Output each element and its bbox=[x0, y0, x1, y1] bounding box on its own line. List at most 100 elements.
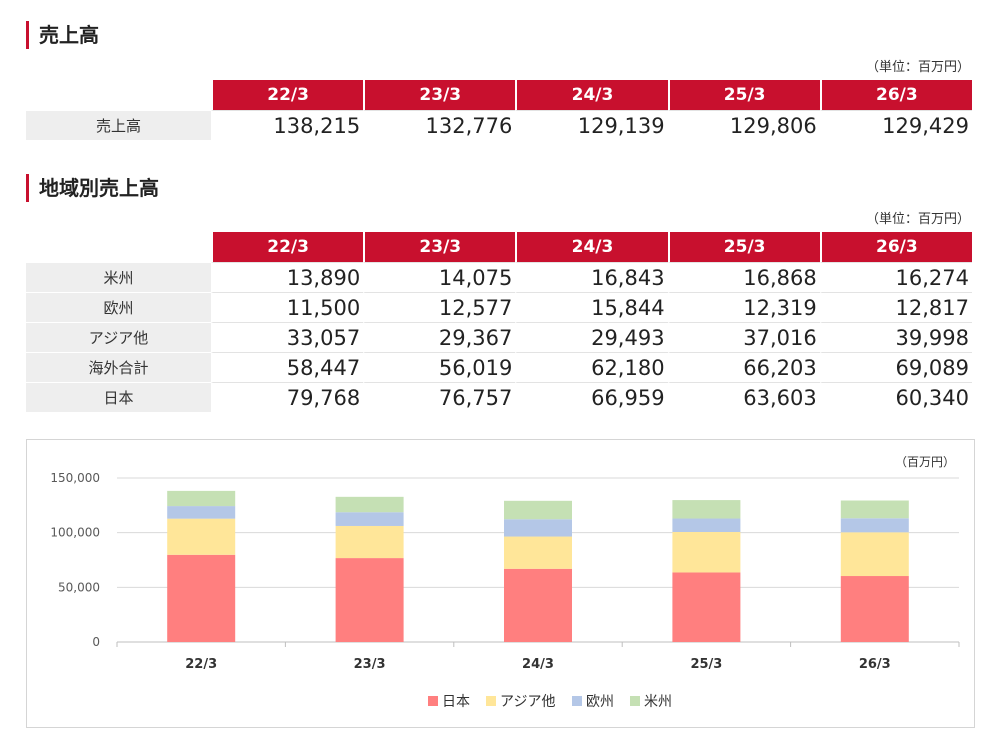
table-row: アジア他 33,057 29,367 29,493 37,016 39,998 bbox=[26, 322, 972, 352]
regional-sales-chart: 0 50,000 100,000 150,000 22/3 23/3 24/3 25/3 26/… bbox=[26, 439, 975, 728]
table-cell: 14,075 bbox=[363, 262, 516, 292]
table-cell: 138,215 bbox=[211, 110, 364, 140]
bar-segment bbox=[504, 519, 572, 537]
legend-label: アジア他 bbox=[500, 694, 555, 710]
table-cell: 16,868 bbox=[667, 262, 820, 292]
row-label: 売上高 bbox=[26, 110, 211, 140]
header-blank-cell bbox=[26, 80, 211, 110]
table-row: 日本 79,768 76,757 66,959 63,603 60,340 bbox=[26, 382, 972, 412]
bar-segment bbox=[840, 500, 909, 519]
table-cell: 16,274 bbox=[819, 262, 972, 292]
year-header: 25/3 bbox=[667, 232, 820, 262]
bar-segment bbox=[504, 536, 572, 569]
bar-segment bbox=[840, 576, 909, 642]
bar-segment bbox=[672, 572, 741, 642]
table-cell: 79,768 bbox=[211, 382, 364, 412]
legend-label: 欧州 bbox=[586, 694, 614, 710]
header-blank-cell bbox=[26, 232, 211, 262]
bar-segment bbox=[672, 500, 741, 519]
year-header: 24/3 bbox=[515, 232, 668, 262]
legend-swatch bbox=[572, 696, 582, 706]
row-label: 欧州 bbox=[26, 292, 211, 322]
x-tick-label: 24/3 bbox=[522, 657, 554, 672]
bar-segment bbox=[335, 512, 404, 526]
bar-segment bbox=[335, 558, 404, 642]
bar-segment bbox=[167, 554, 236, 642]
bar-segment bbox=[672, 518, 741, 532]
legend-swatch bbox=[486, 696, 496, 706]
table-cell: 66,959 bbox=[515, 382, 668, 412]
table-cell: 13,890 bbox=[211, 262, 364, 292]
x-tick-label: 23/3 bbox=[354, 657, 386, 672]
bar-segment bbox=[335, 525, 404, 559]
legend-label: 日本 bbox=[442, 694, 470, 710]
row-label: 日本 bbox=[26, 382, 211, 412]
row-label: 海外合計 bbox=[26, 352, 211, 382]
regional-header-row: 22/3 23/3 24/3 25/3 26/3 bbox=[26, 232, 972, 262]
table-cell: 63,603 bbox=[667, 382, 820, 412]
stacked-bar-chart: 0 50,000 100,000 150,000 22/3 23/3 24/3 25/3 26/… bbox=[50, 455, 960, 710]
x-tick-label: 26/3 bbox=[859, 657, 891, 672]
sales-table: 22/3 23/3 24/3 25/3 26/3 売上高 138,215 132… bbox=[26, 80, 972, 140]
table-cell: 69,089 bbox=[819, 352, 972, 382]
year-header: 23/3 bbox=[363, 80, 516, 110]
table-cell: 29,367 bbox=[363, 322, 516, 352]
table-cell: 37,016 bbox=[667, 322, 820, 352]
table-cell: 76,757 bbox=[363, 382, 516, 412]
table-cell: 12,817 bbox=[819, 292, 972, 322]
legend-label: 米州 bbox=[644, 694, 672, 710]
year-header: 24/3 bbox=[515, 80, 668, 110]
bar-segment bbox=[167, 506, 236, 519]
legend-item: 欧州 bbox=[572, 694, 614, 710]
table-cell: 29,493 bbox=[515, 322, 668, 352]
table-cell: 12,577 bbox=[363, 292, 516, 322]
legend-item: 日本 bbox=[428, 694, 470, 710]
sales-unit-label: （単位：百万円） bbox=[865, 60, 970, 75]
legend-item: アジア他 bbox=[486, 694, 555, 710]
bar-segment bbox=[167, 518, 236, 555]
sales-header-row: 22/3 23/3 24/3 25/3 26/3 bbox=[26, 80, 972, 110]
bar-segment bbox=[335, 496, 404, 513]
table-cell: 33,057 bbox=[211, 322, 364, 352]
table-cell: 132,776 bbox=[363, 110, 516, 140]
regional-table: 22/3 23/3 24/3 25/3 26/3 米州 13,890 14,07… bbox=[26, 232, 972, 412]
y-tick-label: 150,000 bbox=[50, 471, 100, 485]
year-header: 26/3 bbox=[819, 80, 972, 110]
table-cell: 11,500 bbox=[211, 292, 364, 322]
x-tick-label: 22/3 bbox=[185, 657, 217, 672]
bar-segment bbox=[672, 531, 741, 573]
table-row: 米州 13,890 14,075 16,843 16,868 16,274 bbox=[26, 262, 972, 292]
table-cell: 15,844 bbox=[515, 292, 668, 322]
y-tick-label: 0 bbox=[92, 635, 100, 649]
x-tick-label: 25/3 bbox=[690, 657, 722, 672]
table-row: 売上高 138,215 132,776 129,139 129,806 129,… bbox=[26, 110, 972, 140]
sales-section-title: 売上高 bbox=[26, 21, 99, 49]
legend-item: 米州 bbox=[630, 694, 672, 710]
year-header: 22/3 bbox=[211, 80, 364, 110]
table-cell: 129,806 bbox=[667, 110, 820, 140]
year-header: 25/3 bbox=[667, 80, 820, 110]
table-cell: 58,447 bbox=[211, 352, 364, 382]
table-cell: 66,203 bbox=[667, 352, 820, 382]
chart-unit-label: （百万円） bbox=[895, 455, 955, 469]
table-cell: 60,340 bbox=[819, 382, 972, 412]
y-tick-label: 100,000 bbox=[50, 526, 100, 540]
table-cell: 62,180 bbox=[515, 352, 668, 382]
table-cell: 129,429 bbox=[819, 110, 972, 140]
bar-segment bbox=[504, 500, 572, 520]
legend-swatch bbox=[428, 696, 438, 706]
row-label: アジア他 bbox=[26, 322, 211, 352]
legend-swatch bbox=[630, 696, 640, 706]
bar-segment bbox=[504, 568, 572, 642]
table-cell: 129,139 bbox=[515, 110, 668, 140]
bar-segment bbox=[167, 490, 236, 507]
table-cell: 56,019 bbox=[363, 352, 516, 382]
year-header: 23/3 bbox=[363, 232, 516, 262]
y-tick-label: 50,000 bbox=[58, 580, 100, 594]
table-cell: 16,843 bbox=[515, 262, 668, 292]
bar-segment bbox=[840, 518, 909, 533]
table-row: 海外合計 58,447 56,019 62,180 66,203 69,089 bbox=[26, 352, 972, 382]
regional-unit-label: （単位：百万円） bbox=[865, 212, 970, 227]
table-cell: 39,998 bbox=[819, 322, 972, 352]
table-row: 欧州 11,500 12,577 15,844 12,319 12,817 bbox=[26, 292, 972, 322]
